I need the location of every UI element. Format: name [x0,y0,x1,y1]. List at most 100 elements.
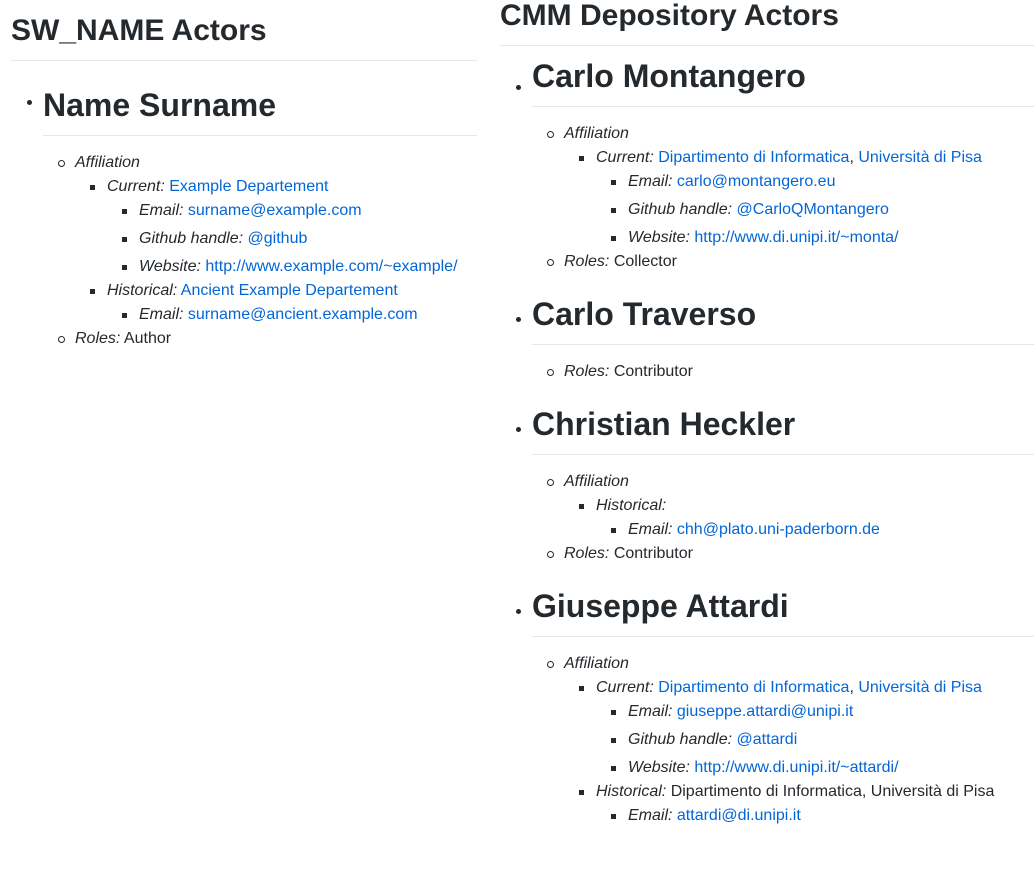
affiliation-item: Affiliation Current: Example Departement… [43,151,477,327]
bullet-icon [27,100,32,105]
historical-label: Historical: [596,783,667,800]
actor-details: Affiliation Historical: Email: chh@plato… [532,455,1034,570]
bullet-icon [516,609,521,614]
current-label: Current: [596,149,654,166]
bullet-icon [516,317,521,322]
current-org-link[interactable]: Example Departement [169,178,329,195]
current-contacts: Email: surname@example.com Github handle… [107,199,477,279]
current-contacts: Email: carlo@montangero.eu Github handle… [596,170,1034,250]
current-label: Current: [107,178,165,195]
email-label: Email: [628,703,673,720]
email-item: Email: attardi@di.unipi.it [596,804,1034,828]
current-contacts: Email: giuseppe.attardi@unipi.it Github … [596,700,1034,780]
historical-label: Historical: [107,282,178,299]
email-label: Email: [628,521,673,538]
roles-value: Contributor [613,363,693,380]
affiliation-label: Affiliation [564,655,629,672]
roles-item: Roles: Collector [532,250,1034,274]
historical-item: Historical: Ancient Example Departement … [75,279,477,327]
separator: , [849,679,859,696]
affiliation-label: Affiliation [75,154,140,171]
affiliation-label: Affiliation [564,125,629,142]
actor-details: Roles: Contributor [532,345,1034,388]
github-link[interactable]: @attardi [736,731,798,748]
right-document: CMM Depository Actors Carlo Montangero A… [500,0,1034,832]
roles-value: Author [123,330,172,347]
website-link[interactable]: http://www.example.com/~example/ [205,258,458,275]
historical-contacts: Email: chh@plato.uni-paderborn.de [596,518,1034,542]
university-link[interactable]: Università di Pisa [858,679,982,696]
roles-label: Roles: [564,363,610,380]
roles-value: Contributor [613,545,693,562]
actor-name: Giuseppe Attardi [532,570,1034,637]
email-item: Email: chh@plato.uni-paderborn.de [596,518,1034,542]
email-link[interactable]: attardi@di.unipi.it [676,807,801,824]
historical-item: Historical: Dipartimento di Informatica,… [564,780,1034,828]
actor-entry: Carlo Montangero Affiliation Current: Di… [500,46,1034,278]
github-item: Github handle: @attardi [596,728,1034,752]
department-link[interactable]: Dipartimento di Informatica [658,679,850,696]
actor-name: Christian Heckler [532,388,1034,455]
historical-org-link[interactable]: Ancient Example Departement [180,282,398,299]
email-item: Email: surname@ancient.example.com [107,303,477,327]
email-link[interactable]: chh@plato.uni-paderborn.de [676,521,880,538]
actor-details: Affiliation Current: Dipartimento di Inf… [532,107,1034,278]
github-item: Github handle: @CarloQMontangero [596,198,1034,222]
website-label: Website: [139,258,201,275]
email-item: Email: carlo@montangero.eu [596,170,1034,194]
bullet-icon [516,85,521,90]
github-link[interactable]: @CarloQMontangero [736,201,889,218]
historical-org: Dipartimento di Informatica, Università … [670,783,995,800]
github-label: Github handle: [139,230,244,247]
page-title: CMM Depository Actors [500,0,1034,46]
email-link[interactable]: surname@ancient.example.com [187,306,418,323]
actor-details: Affiliation Current: Dipartimento di Inf… [532,637,1034,832]
affiliation-list: Historical: Email: chh@plato.uni-paderbo… [564,494,1034,542]
actor-entry: Christian Heckler Affiliation Historical… [500,388,1034,570]
website-link[interactable]: http://www.di.unipi.it/~monta/ [694,229,899,246]
github-label: Github handle: [628,201,733,218]
roles-label: Roles: [75,330,121,347]
website-label: Website: [628,759,690,776]
website-item: Website: http://www.di.unipi.it/~monta/ [596,226,1034,250]
roles-item: Roles: Author [43,327,477,351]
affiliation-list: Current: Dipartimento di Informatica, Un… [564,676,1034,828]
website-link[interactable]: http://www.di.unipi.it/~attardi/ [694,759,899,776]
historical-contacts: Email: surname@ancient.example.com [107,303,477,327]
actor-list: Name Surname Affiliation Current: Exampl… [11,61,477,355]
department-link[interactable]: Dipartimento di Informatica [658,149,850,166]
email-link[interactable]: carlo@montangero.eu [676,173,836,190]
current-item: Current: Dipartimento di Informatica, Un… [564,146,1034,250]
page-title: SW_NAME Actors [11,0,477,61]
github-item: Github handle: @github [107,227,477,251]
university-link[interactable]: Università di Pisa [858,149,982,166]
left-document: SW_NAME Actors Name Surname Affiliation … [11,0,477,355]
website-item: Website: http://www.di.unipi.it/~attardi… [596,756,1034,780]
historical-item: Historical: Email: chh@plato.uni-paderbo… [564,494,1034,542]
bullet-icon [516,427,521,432]
email-label: Email: [139,306,184,323]
current-item: Current: Dipartimento di Informatica, Un… [564,676,1034,780]
actor-name: Name Surname [43,61,477,136]
email-label: Email: [139,202,184,219]
email-link[interactable]: surname@example.com [187,202,362,219]
email-link[interactable]: giuseppe.attardi@unipi.it [676,703,854,720]
actor-entry: Giuseppe Attardi Affiliation Current: Di… [500,570,1034,832]
email-item: Email: giuseppe.attardi@unipi.it [596,700,1034,724]
website-label: Website: [628,229,690,246]
current-item: Current: Example Departement Email: surn… [75,175,477,279]
roles-item: Roles: Contributor [532,542,1034,566]
email-item: Email: surname@example.com [107,199,477,223]
github-label: Github handle: [628,731,733,748]
actor-details: Affiliation Current: Example Departement… [43,136,477,355]
github-link[interactable]: @github [247,230,308,247]
actor-name: Carlo Montangero [532,46,1034,107]
actor-entry: Carlo Traverso Roles: Contributor [500,278,1034,388]
separator: , [849,149,859,166]
current-label: Current: [596,679,654,696]
roles-label: Roles: [564,253,610,270]
affiliation-item: Affiliation Historical: Email: chh@plato… [532,470,1034,542]
roles-item: Roles: Contributor [532,360,1034,384]
email-label: Email: [628,807,673,824]
